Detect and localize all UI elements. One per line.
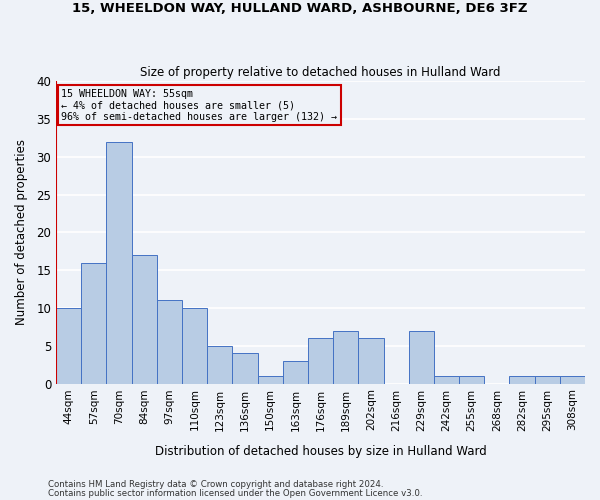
Bar (257, 376, 283, 384)
Text: Contains HM Land Registry data © Crown copyright and database right 2024.: Contains HM Land Registry data © Crown c… (48, 480, 383, 489)
Bar (106, 142, 131, 384)
Bar (56, 308, 81, 384)
Bar (308, 338, 333, 384)
Y-axis label: Number of detached properties: Number of detached properties (15, 140, 28, 326)
Bar (81, 262, 106, 384)
Bar (207, 346, 232, 384)
Bar (560, 376, 585, 384)
Text: 15 WHEELDON WAY: 55sqm
← 4% of detached houses are smaller (5)
96% of semi-detac: 15 WHEELDON WAY: 55sqm ← 4% of detached … (61, 88, 337, 122)
Bar (131, 255, 157, 384)
Bar (333, 330, 358, 384)
Text: Contains public sector information licensed under the Open Government Licence v3: Contains public sector information licen… (48, 488, 422, 498)
Bar (459, 376, 484, 384)
Bar (358, 338, 383, 384)
Text: 15, WHEELDON WAY, HULLAND WARD, ASHBOURNE, DE6 3FZ: 15, WHEELDON WAY, HULLAND WARD, ASHBOURN… (72, 2, 528, 16)
Title: Size of property relative to detached houses in Hulland Ward: Size of property relative to detached ho… (140, 66, 501, 78)
Bar (157, 300, 182, 384)
Bar (434, 376, 459, 384)
Bar (509, 376, 535, 384)
Bar (283, 361, 308, 384)
Bar (409, 330, 434, 384)
Bar (535, 376, 560, 384)
Bar (182, 308, 207, 384)
Bar (232, 354, 257, 384)
X-axis label: Distribution of detached houses by size in Hulland Ward: Distribution of detached houses by size … (155, 444, 487, 458)
